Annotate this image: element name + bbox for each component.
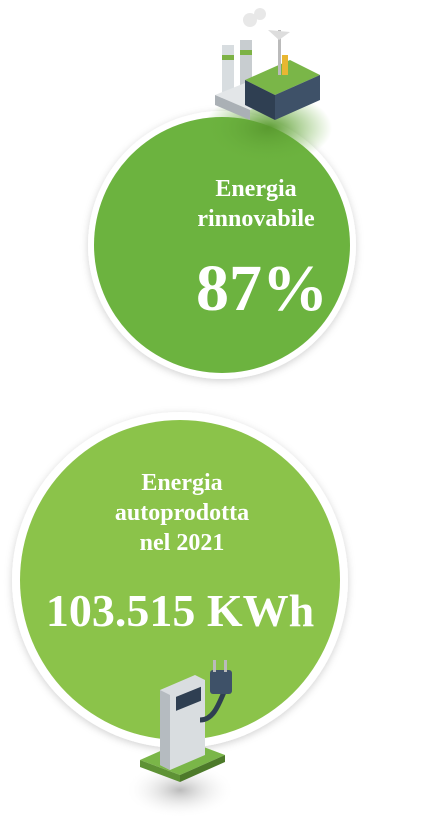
stat-card: Energia rinnovabile 87%	[88, 92, 356, 379]
circle	[94, 117, 350, 373]
stat-label: autoprodotta	[115, 500, 249, 526]
stat-label: rinnovabile	[197, 206, 315, 232]
stat-label: Energia	[141, 470, 222, 496]
stat-label: nel 2021	[140, 530, 225, 556]
infographic: Energia rinnovabile 87% Energia autoprod…	[0, 0, 446, 825]
stat-label: Energia	[215, 176, 296, 202]
stat-value: 103.515 KWh	[46, 585, 314, 636]
factory-icon	[215, 8, 320, 120]
stat-value: 87%	[196, 252, 328, 325]
